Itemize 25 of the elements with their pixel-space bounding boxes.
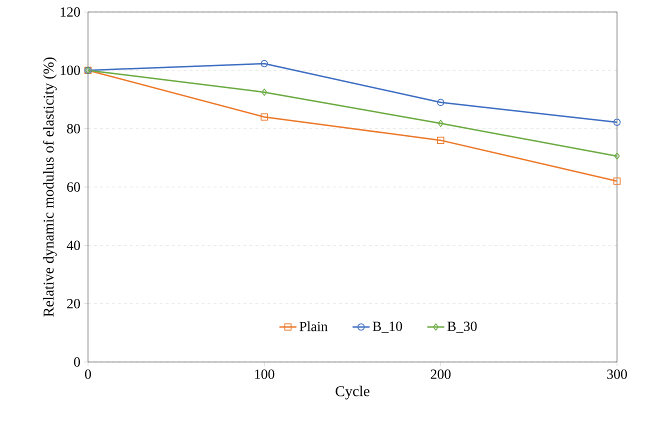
legend-label: Plain [300, 321, 328, 332]
legend-label: B_10 [372, 322, 402, 333]
y-tick-label: 80 [67, 124, 80, 134]
point [613, 118, 621, 126]
point [438, 120, 444, 128]
y-tick-label: 60 [67, 182, 80, 192]
y-tick-label: 20 [67, 298, 80, 308]
point [260, 60, 268, 68]
x-axis-title: Cycle [336, 386, 370, 400]
point [261, 88, 268, 96]
x-tick-label: 0 [85, 370, 91, 379]
legend-label: B_30 [447, 322, 477, 333]
y-axis-title: Relative dynamic modulus of elasticity (%) [42, 58, 57, 317]
y-tick-label: 0 [74, 357, 80, 367]
x-tick-label: 300 [607, 370, 627, 379]
point [613, 178, 621, 185]
point [260, 113, 268, 121]
y-tick-label: 100 [60, 66, 80, 76]
point [614, 152, 620, 160]
point [437, 136, 444, 144]
point [437, 98, 444, 106]
x-tick-label: 200 [430, 370, 451, 379]
y-tick-label: 120 [60, 7, 80, 17]
x-tick-label: 100 [255, 370, 274, 379]
y-tick-label: 40 [66, 240, 80, 250]
